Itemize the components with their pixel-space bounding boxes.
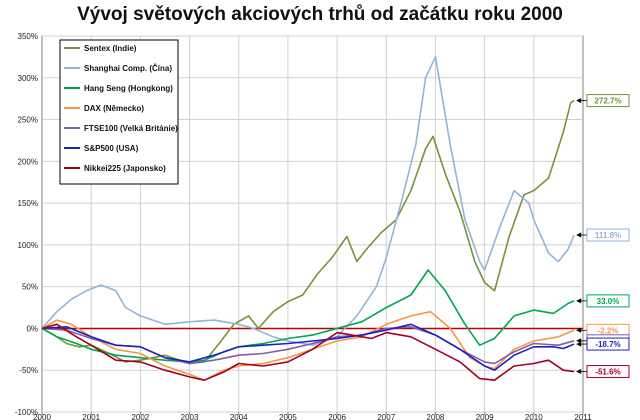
x-tick-label: 2002 bbox=[131, 413, 149, 420]
end-label-arrowhead bbox=[576, 98, 582, 104]
legend-entry: DAX (Německo) bbox=[84, 104, 144, 113]
end-label-box bbox=[586, 228, 630, 242]
x-tick-label: 2009 bbox=[476, 413, 494, 420]
legend-box bbox=[59, 39, 179, 185]
series-line bbox=[41, 56, 575, 347]
series-line bbox=[41, 269, 575, 363]
legend-entry: FTSE100 (Velká Británie) bbox=[84, 124, 178, 133]
x-tick-label: 2000 bbox=[33, 413, 51, 420]
end-label: -51.6% bbox=[595, 368, 620, 377]
y-tick-label: -100% bbox=[15, 408, 38, 417]
y-tick-label: -50% bbox=[19, 366, 38, 375]
end-label-arrowhead bbox=[576, 327, 582, 333]
x-tick-label: 2007 bbox=[377, 413, 395, 420]
end-label-arrowhead bbox=[576, 369, 582, 375]
x-tick-label: 2010 bbox=[525, 413, 543, 420]
end-label-box bbox=[586, 365, 630, 379]
x-tick-label: 2005 bbox=[279, 413, 297, 420]
end-label-arrowhead bbox=[576, 338, 582, 344]
end-label-arrowhead bbox=[576, 232, 582, 238]
y-tick-label: 300% bbox=[18, 74, 38, 83]
y-tick-label: 250% bbox=[18, 116, 38, 125]
end-label-box bbox=[586, 337, 630, 351]
y-tick-label: 350% bbox=[18, 32, 38, 41]
series-line bbox=[41, 323, 575, 382]
end-label-box bbox=[586, 294, 630, 308]
x-tick-label: 2001 bbox=[82, 413, 100, 420]
y-tick-label: 200% bbox=[18, 157, 38, 166]
x-tick-label: 2003 bbox=[181, 413, 199, 420]
chart-title: Vývoj světových akciových trhů od začátk… bbox=[77, 4, 563, 25]
end-label-arrowhead bbox=[576, 341, 582, 347]
series-line bbox=[41, 323, 575, 372]
x-tick-label: 2008 bbox=[427, 413, 445, 420]
end-label: -18.7% bbox=[595, 340, 620, 349]
x-tick-label: 2004 bbox=[230, 413, 248, 420]
legend-entry: Sentex (Indie) bbox=[84, 44, 137, 53]
end-label: -2.2% bbox=[598, 326, 619, 335]
legend-entry: Nikkei225 (Japonsko) bbox=[84, 164, 166, 173]
x-tick-label: 2011 bbox=[574, 413, 592, 420]
legend-entry: S&P500 (USA) bbox=[84, 144, 139, 153]
end-label: 111.8% bbox=[595, 231, 621, 240]
end-label: 272.7% bbox=[594, 97, 621, 106]
legend-entry: Shanghai Comp. (Čína) bbox=[84, 64, 172, 73]
y-tick-label: 150% bbox=[18, 199, 38, 208]
end-label-box bbox=[586, 94, 630, 108]
legend-entry: Hang Seng (Hongkong) bbox=[84, 84, 173, 93]
y-tick-label: 0% bbox=[26, 324, 38, 333]
x-tick-label: 2006 bbox=[328, 413, 346, 420]
end-label: 33.0% bbox=[597, 297, 620, 306]
end-label-arrowhead bbox=[576, 298, 582, 304]
y-tick-label: 50% bbox=[22, 283, 38, 292]
y-tick-label: 100% bbox=[18, 241, 38, 250]
